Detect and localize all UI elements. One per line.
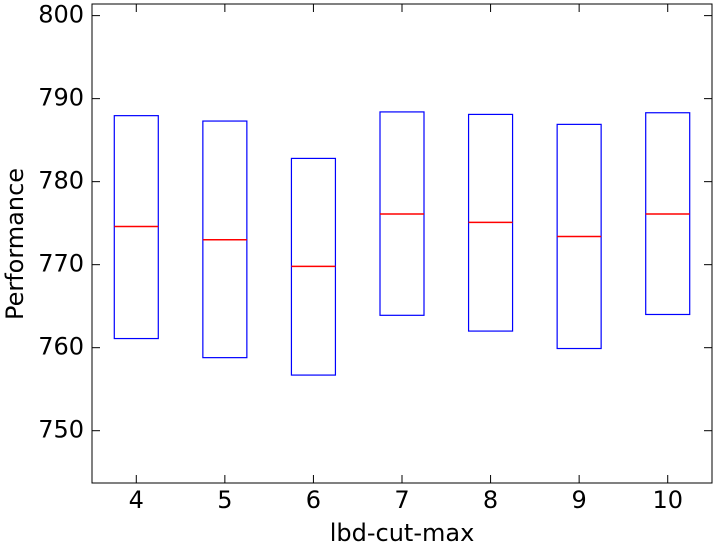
plot-frame bbox=[91, 3, 713, 484]
y-tick-label: 750 bbox=[38, 416, 84, 444]
x-tick-label: 5 bbox=[217, 486, 232, 514]
y-tick-label: 790 bbox=[38, 84, 84, 112]
x-tick-label: 10 bbox=[652, 486, 683, 514]
x-tick-label: 7 bbox=[394, 486, 409, 514]
y-tick-label: 770 bbox=[38, 250, 84, 278]
y-axis-label: Performance bbox=[1, 168, 29, 320]
x-tick-label: 6 bbox=[306, 486, 321, 514]
x-tick-label: 4 bbox=[129, 486, 144, 514]
y-tick-label: 800 bbox=[38, 1, 84, 29]
y-tick-label: 780 bbox=[38, 167, 84, 195]
x-tick-label: 9 bbox=[572, 486, 587, 514]
x-tick-label: 8 bbox=[483, 486, 498, 514]
x-axis-label: lbd-cut-max bbox=[330, 519, 475, 547]
y-tick-label: 760 bbox=[38, 333, 84, 361]
